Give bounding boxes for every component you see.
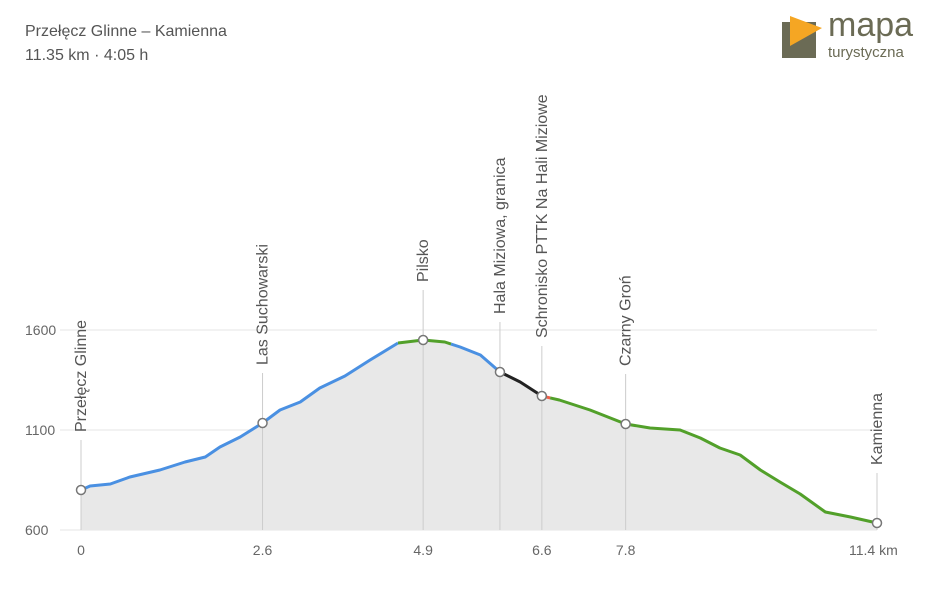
route-title: Przełęcz Glinne – Kamienna	[25, 23, 227, 40]
elevation-area	[81, 340, 877, 530]
waypoint-marker	[417, 334, 429, 346]
waypoint-marker	[494, 366, 506, 378]
waypoint-label: Kamienna	[869, 393, 886, 465]
x-tick-label: 11.4 km	[849, 542, 898, 558]
waypoint-label: Przełęcz Glinne	[73, 320, 90, 432]
waypoint-label: Hala Miziowa, granica	[492, 157, 509, 314]
x-tick-label: 7.8	[616, 542, 636, 558]
profile-segment	[80, 341, 399, 492]
waypoint-marker	[620, 418, 631, 430]
route-summary: 11.35 km · 4:05 h	[25, 47, 149, 64]
mapa-turystyczna-logo[interactable]: mapa turystyczna	[780, 6, 925, 64]
waypoint-marker	[257, 417, 268, 429]
waypoint-marker	[536, 390, 548, 402]
x-tick-label: 2.6	[253, 542, 273, 558]
x-tick-label: 0	[77, 542, 85, 558]
profile-segment	[397, 338, 452, 346]
profile-segment	[549, 396, 878, 525]
logo-text: mapa	[828, 6, 914, 44]
x-tick-label: 4.9	[413, 542, 433, 558]
waypoint-label: Czarny Groń	[618, 275, 635, 366]
profile-segment	[499, 370, 543, 398]
waypoint-label: Las Suchowarski	[255, 244, 272, 365]
chart-header: Przełęcz Glinne – Kamienna 11.35 km · 4:…	[25, 20, 227, 68]
y-tick-label: 600	[25, 522, 49, 538]
waypoint-label: Pilsko	[415, 239, 432, 282]
y-tick-label: 1100	[25, 422, 55, 438]
logo-subtext: turystyczna	[828, 44, 904, 61]
x-tick-label: 6.6	[532, 542, 552, 558]
waypoint-label: Schronisko PTTK Na Hali Miziowe	[534, 94, 551, 338]
logo-icon	[782, 16, 822, 58]
profile-segment	[450, 342, 501, 374]
waypoint-marker	[871, 517, 883, 529]
waypoint-marker	[75, 484, 87, 496]
y-tick-label: 1600	[25, 322, 56, 338]
